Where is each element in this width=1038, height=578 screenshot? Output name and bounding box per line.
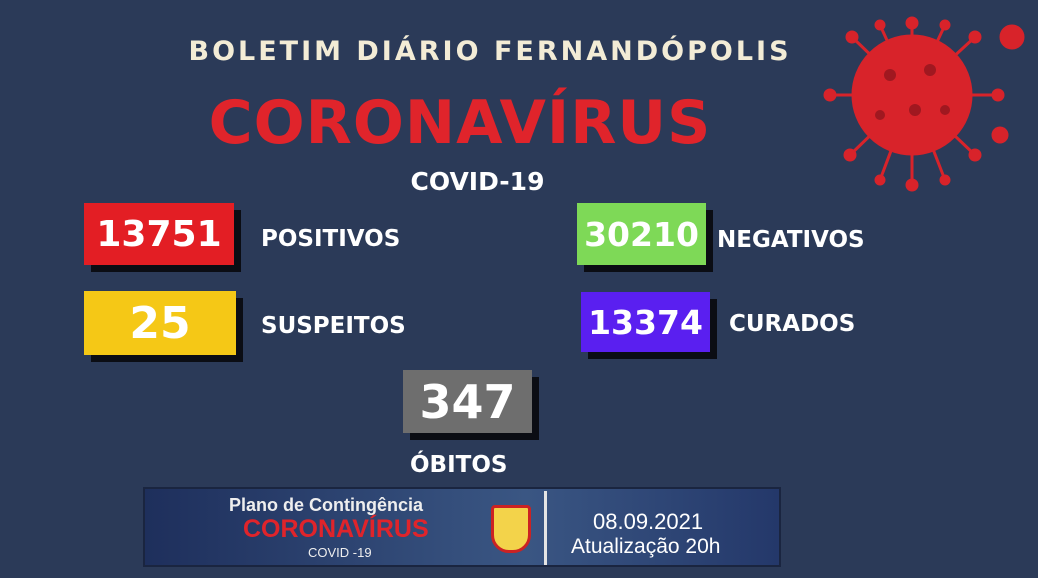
positivos-value: 13751 xyxy=(96,213,222,255)
banner-covid: COVID -19 xyxy=(308,545,372,560)
virus-icon xyxy=(823,16,1025,192)
negativos-value: 30210 xyxy=(584,214,699,254)
obitos-value: 347 xyxy=(419,374,516,429)
banner-date: 08.09.2021 xyxy=(593,509,704,534)
contingency-banner: Plano de Contingência CORONAVÍRUS COVID … xyxy=(143,487,781,567)
main-title: CORONAVÍRUS xyxy=(208,88,712,158)
obitos-count-box: 347 xyxy=(403,370,532,433)
suspeitos-count-box: 25 xyxy=(84,291,236,355)
negativos-count-box: 30210 xyxy=(577,203,706,265)
banner-plan-title: Plano de Contingência xyxy=(229,495,424,515)
banner-divider xyxy=(544,491,547,565)
sub-title: COVID-19 xyxy=(410,167,545,196)
city-crest-icon xyxy=(491,505,531,553)
suspeitos-label: SUSPEITOS xyxy=(261,313,406,339)
bulletin-title: BOLETIM DIÁRIO FERNANDÓPOLIS xyxy=(188,36,792,67)
suspeitos-value: 25 xyxy=(129,297,191,349)
curados-value: 13374 xyxy=(588,302,703,342)
banner-coronavirus: CORONAVÍRUS xyxy=(243,515,429,543)
positivos-label: POSITIVOS xyxy=(261,226,401,252)
positivos-count-box: 13751 xyxy=(84,203,234,265)
banner-update-time: Atualização 20h xyxy=(571,535,721,558)
curados-count-box: 13374 xyxy=(581,292,710,352)
curados-label: CURADOS xyxy=(729,311,856,337)
negativos-label: NEGATIVOS xyxy=(717,227,865,253)
obitos-label: ÓBITOS xyxy=(410,452,508,478)
